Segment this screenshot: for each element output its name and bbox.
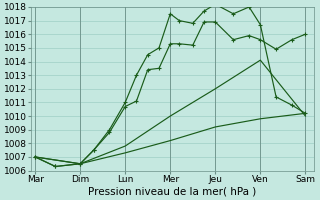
X-axis label: Pression niveau de la mer( hPa ): Pression niveau de la mer( hPa ) [88,187,257,197]
